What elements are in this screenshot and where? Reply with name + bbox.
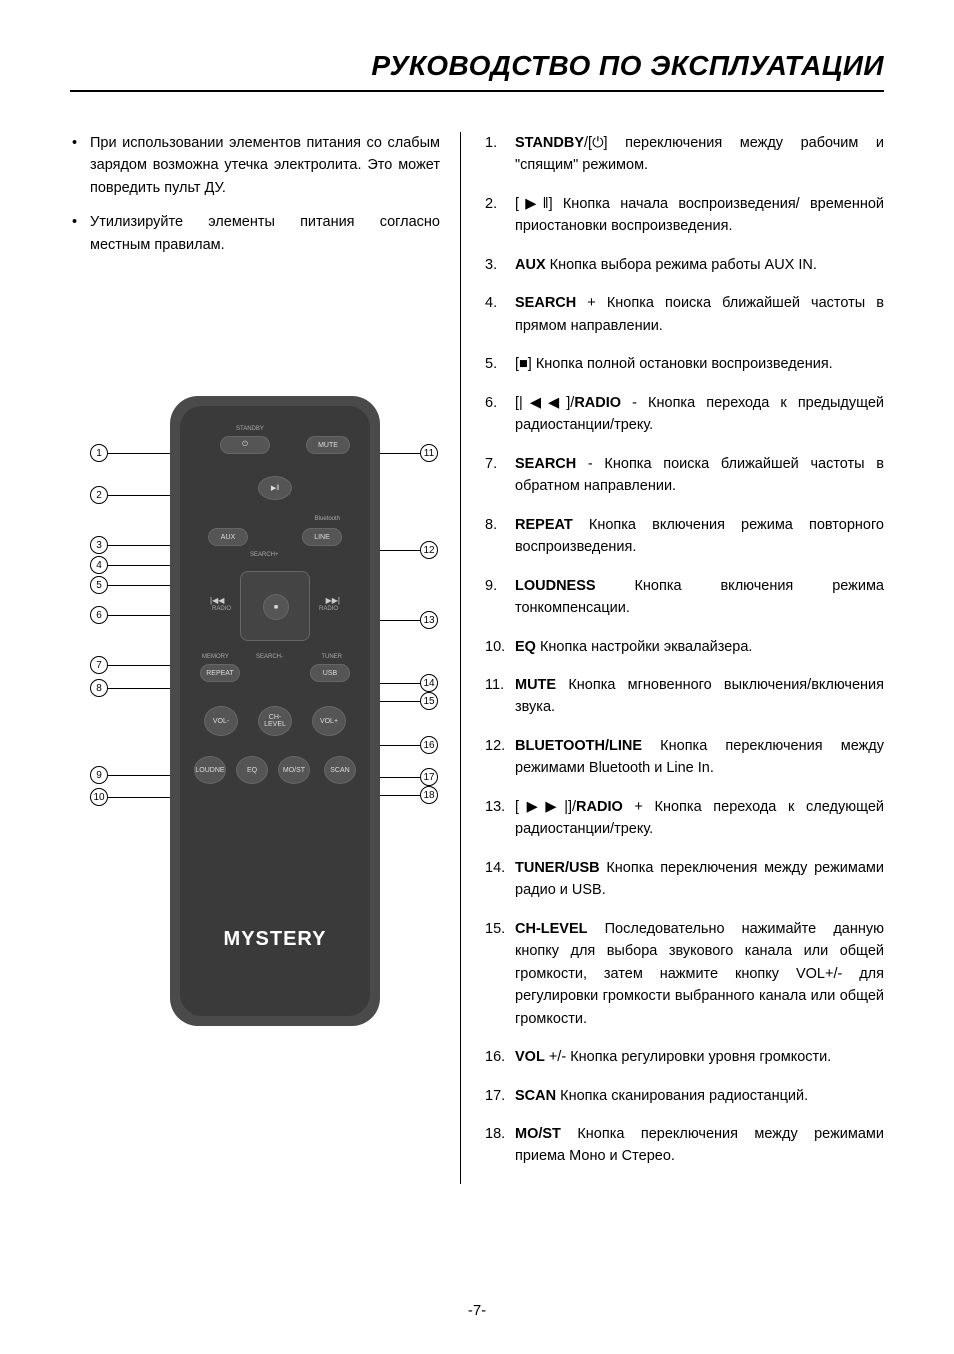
left-column: При использовании элементов питания со с… (70, 132, 460, 1184)
vol-plus-button: VOL+ (312, 706, 346, 736)
remote-diagram: 12345678910 1112131415161718 STANDBY ⏻ M… (70, 396, 450, 1036)
ch-level-button: CH-LEVEL (258, 706, 292, 736)
list-item: REPEAT Кнопка включения режима повторног… (485, 514, 884, 559)
brand-logo: MYSTERY (180, 928, 370, 951)
dpad: ■ (240, 571, 310, 641)
line-button: LINE (302, 528, 342, 546)
bullet-item: Утилизируйте элементы питания согласно м… (70, 211, 440, 256)
list-item: SEARCH + Кнопка поиска ближайшей частоты… (485, 292, 884, 337)
list-item: MUTE Кнопка мгновенного выключения/включ… (485, 674, 884, 719)
callout-11: 11 (420, 444, 438, 462)
list-item: BLUETOOTH/LINE Кнопка переключения между… (485, 735, 884, 780)
page-title: РУКОВОДСТВО ПО ЭКСПЛУАТАЦИИ (0, 0, 954, 90)
bullet-item: При использовании элементов питания со с… (70, 132, 440, 199)
list-item: MO/ST Кнопка переключения между режимами… (485, 1123, 884, 1168)
most-button: MO/ST (278, 756, 310, 784)
callout-17: 17 (420, 768, 438, 786)
memory-label: MEMORY (202, 654, 229, 660)
search-plus-label: SEARCH+ (250, 552, 279, 558)
list-item: CH-LEVEL Последовательно нажимайте данну… (485, 918, 884, 1030)
list-item: EQ Кнопка настройки эквалайзера. (485, 636, 884, 658)
play-button: ▶‖ (258, 476, 292, 500)
page-number: -7- (0, 1302, 954, 1319)
callout-4: 4 (90, 556, 108, 574)
callout-14: 14 (420, 674, 438, 692)
list-item: [■] Кнопка полной остановки воспроизведе… (485, 353, 884, 375)
list-item: SEARCH - Кнопка поиска ближайшей частоты… (485, 453, 884, 498)
bluetooth-label: Bluetooth (315, 516, 340, 522)
standby-button: ⏻ (220, 436, 270, 454)
callout-5: 5 (90, 576, 108, 594)
bullet-list: При использовании элементов питания со с… (70, 132, 440, 256)
list-item: VOL +/- Кнопка регулировки уровня громко… (485, 1046, 884, 1068)
content-columns: При использовании элементов питания со с… (0, 92, 954, 1184)
list-item: LOUDNESS Кнопка включения режима тонкомп… (485, 575, 884, 620)
callout-15: 15 (420, 692, 438, 710)
callout-7: 7 (90, 656, 108, 674)
aux-button: AUX (208, 528, 248, 546)
callout-2: 2 (90, 486, 108, 504)
callout-6: 6 (90, 606, 108, 624)
mute-button: MUTE (306, 436, 350, 454)
vol-minus-button: VOL- (204, 706, 238, 736)
loudness-button: LOUDNE (194, 756, 226, 784)
callout-1: 1 (90, 444, 108, 462)
list-item: AUX Кнопка выбора режима работы AUX IN. (485, 254, 884, 276)
list-item: [▶▶|]/RADIO + Кнопка перехода к следующе… (485, 796, 884, 841)
repeat-button: REPEAT (200, 664, 240, 682)
standby-label: STANDBY (236, 426, 264, 432)
callout-16: 16 (420, 736, 438, 754)
list-item: SCAN Кнопка сканирования радиостанций. (485, 1085, 884, 1107)
callout-8: 8 (90, 679, 108, 697)
radio-label-2: RADIO (319, 606, 338, 612)
remote-body: STANDBY ⏻ MUTE ▶‖ Bluetooth AUX LINE SEA… (170, 396, 380, 1026)
callout-3: 3 (90, 536, 108, 554)
search-minus-label: SEARCH- (256, 654, 283, 660)
callout-9: 9 (90, 766, 108, 784)
right-column: STANDBY/[⏻] переключения между рабочим и… (460, 132, 884, 1184)
callout-10: 10 (90, 788, 108, 806)
stop-button: ■ (263, 594, 289, 620)
list-item: [|◀◀]/RADIO - Кнопка перехода к предыдущ… (485, 392, 884, 437)
list-item: TUNER/USB Кнопка переключения между режи… (485, 857, 884, 902)
eq-button: EQ (236, 756, 268, 784)
tuner-label: TUNER (321, 654, 342, 660)
callout-12: 12 (420, 541, 438, 559)
callout-18: 18 (420, 786, 438, 804)
usb-button: USB (310, 664, 350, 682)
prev-icon: |◀◀ (210, 596, 224, 605)
list-item: [▶‖] Кнопка начала воспроизведения/ врем… (485, 193, 884, 238)
scan-button: SCAN (324, 756, 356, 784)
callout-13: 13 (420, 611, 438, 629)
list-item: STANDBY/[⏻] переключения между рабочим и… (485, 132, 884, 177)
next-icon: ▶▶| (326, 596, 340, 605)
numbered-list: STANDBY/[⏻] переключения между рабочим и… (485, 132, 884, 1168)
radio-label-1: RADIO (212, 606, 231, 612)
